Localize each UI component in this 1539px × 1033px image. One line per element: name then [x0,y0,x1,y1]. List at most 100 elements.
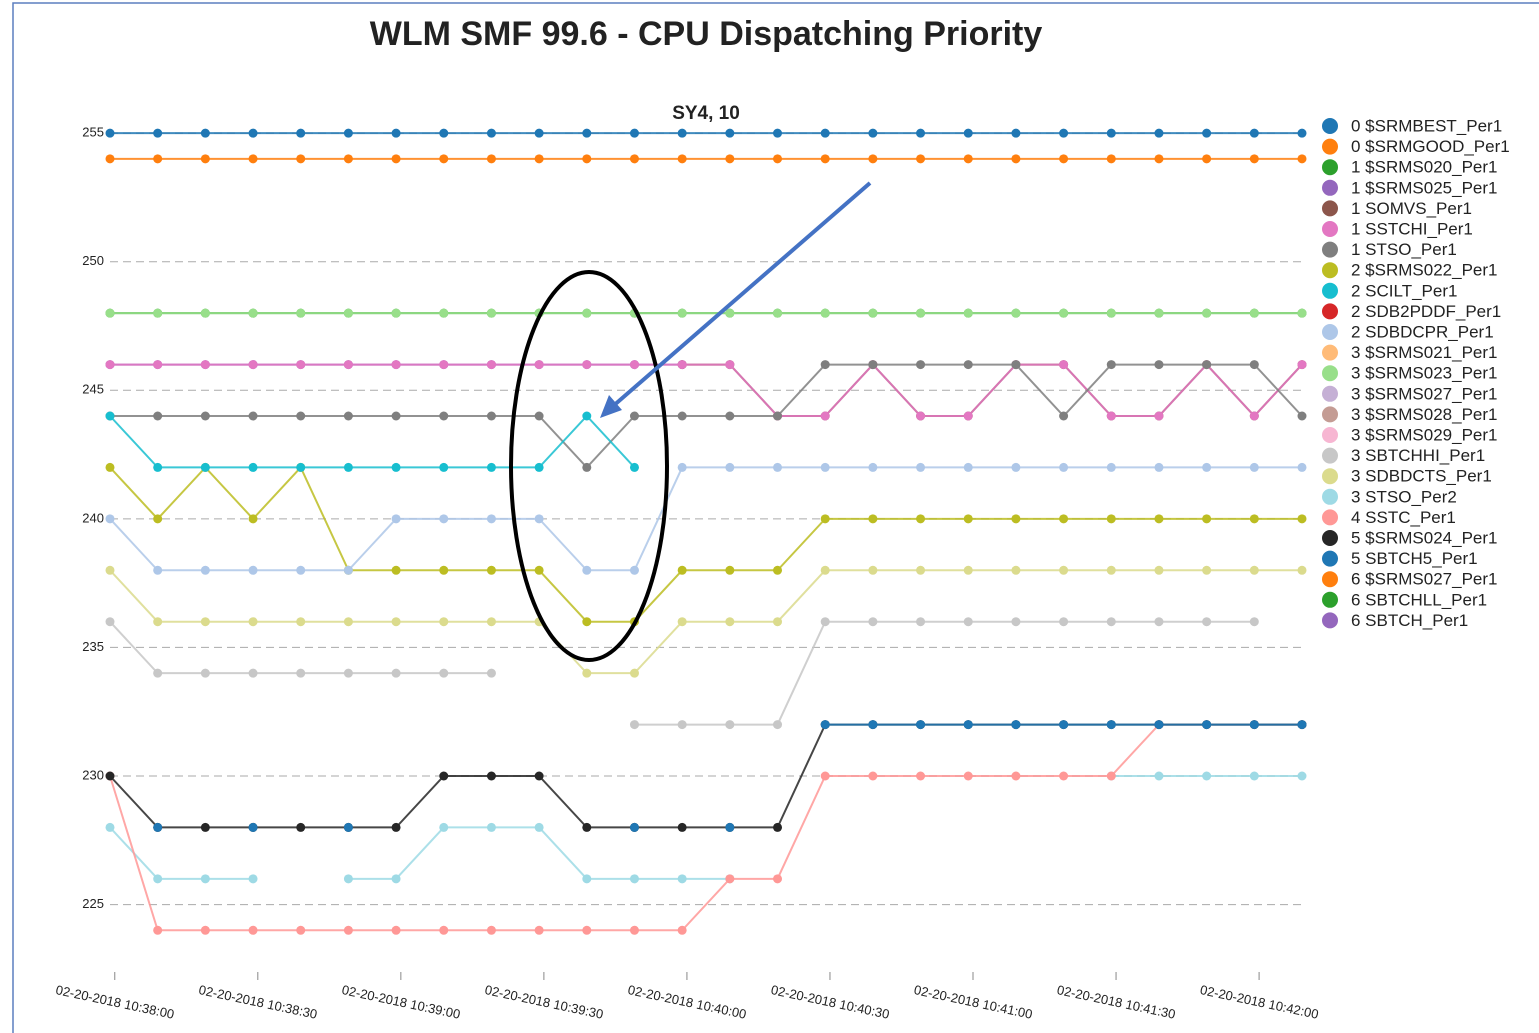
data-point [343,668,353,678]
legend-swatch [1322,571,1338,588]
data-point [582,617,592,627]
data-point [1202,771,1212,781]
data-point [677,128,687,138]
data-point [1297,128,1307,138]
data-point [677,720,687,730]
data-point [391,668,401,678]
data-point [820,308,830,318]
data-point [534,514,544,524]
data-point [677,565,687,575]
data-point [725,720,735,730]
legend-label: 3 SBTCHHI_Per1 [1351,446,1485,465]
data-point [1059,360,1069,370]
data-point [153,411,163,421]
data-point [725,462,735,472]
data-point [534,411,544,421]
data-point [1202,462,1212,472]
data-point [916,514,926,524]
data-point [1011,514,1021,524]
data-point [1202,128,1212,138]
data-point [486,925,496,935]
data-point [391,617,401,627]
data-point [1106,154,1116,164]
x-tick-label: 02-20-2018 10:41:00 [913,982,1034,1022]
legend-label: 3 STSO_Per2 [1351,487,1457,506]
data-point [963,771,973,781]
data-point [248,308,258,318]
data-point [105,411,115,421]
data-point [1202,514,1212,524]
data-point [534,925,544,935]
data-point [820,360,830,370]
data-point [1011,720,1021,730]
data-point [248,128,258,138]
data-point [629,720,639,730]
data-point [153,925,163,935]
data-point [1106,514,1116,524]
data-point [343,154,353,164]
data-point [391,308,401,318]
data-point [1249,411,1259,421]
data-point [153,565,163,575]
data-point [1106,565,1116,575]
data-point [296,360,306,370]
data-point [820,514,830,524]
data-point [296,128,306,138]
data-point [582,308,592,318]
data-point [1249,462,1259,472]
data-point [1059,411,1069,421]
legend-label: 5 $SRMS024_Per1 [1351,528,1497,547]
data-point [773,411,783,421]
legend-swatch [1322,468,1338,485]
data-point [868,308,878,318]
legend-label: 5 SBTCH5_Per1 [1351,549,1478,568]
legend-swatch [1322,344,1338,361]
data-point [1154,565,1164,575]
data-point [248,822,258,832]
data-point [677,360,687,370]
data-point [153,617,163,627]
data-point [200,360,210,370]
legend-swatch [1322,262,1338,279]
data-point [391,565,401,575]
legend-swatch [1322,550,1338,567]
legend-label: 2 SCILT_Per1 [1351,281,1457,300]
data-point [725,154,735,164]
data-point [1297,411,1307,421]
data-point [916,411,926,421]
legend-label: 3 $SRMS021_Per1 [1351,343,1497,362]
data-point [582,462,592,472]
data-point [153,154,163,164]
data-point [296,925,306,935]
data-point [200,874,210,884]
legend-swatch [1322,282,1338,299]
data-point [963,308,973,318]
x-tick-label: 02-20-2018 10:40:30 [770,982,891,1022]
data-point [200,411,210,421]
legend-swatch [1322,200,1338,217]
data-point [153,514,163,524]
y-tick-label: 250 [82,253,104,268]
series-line [109,414,636,469]
data-point [200,617,210,627]
data-point [916,360,926,370]
data-point [582,822,592,832]
x-tick-label: 02-20-2018 10:40:00 [627,982,748,1022]
data-point [105,128,115,138]
data-point [391,462,401,472]
data-point [391,925,401,935]
legend-label: 2 SDB2PDDF_Per1 [1351,302,1501,321]
data-point [725,411,735,421]
legend-swatch [1322,509,1338,526]
data-point [820,128,830,138]
x-tick-label: 02-20-2018 10:38:00 [54,982,175,1022]
data-point [153,462,163,472]
data-point [1297,771,1307,781]
data-point [1059,128,1069,138]
y-tick-label: 235 [82,639,104,654]
data-point [248,360,258,370]
data-point [200,668,210,678]
series-line [109,620,1255,726]
data-point [773,874,783,884]
